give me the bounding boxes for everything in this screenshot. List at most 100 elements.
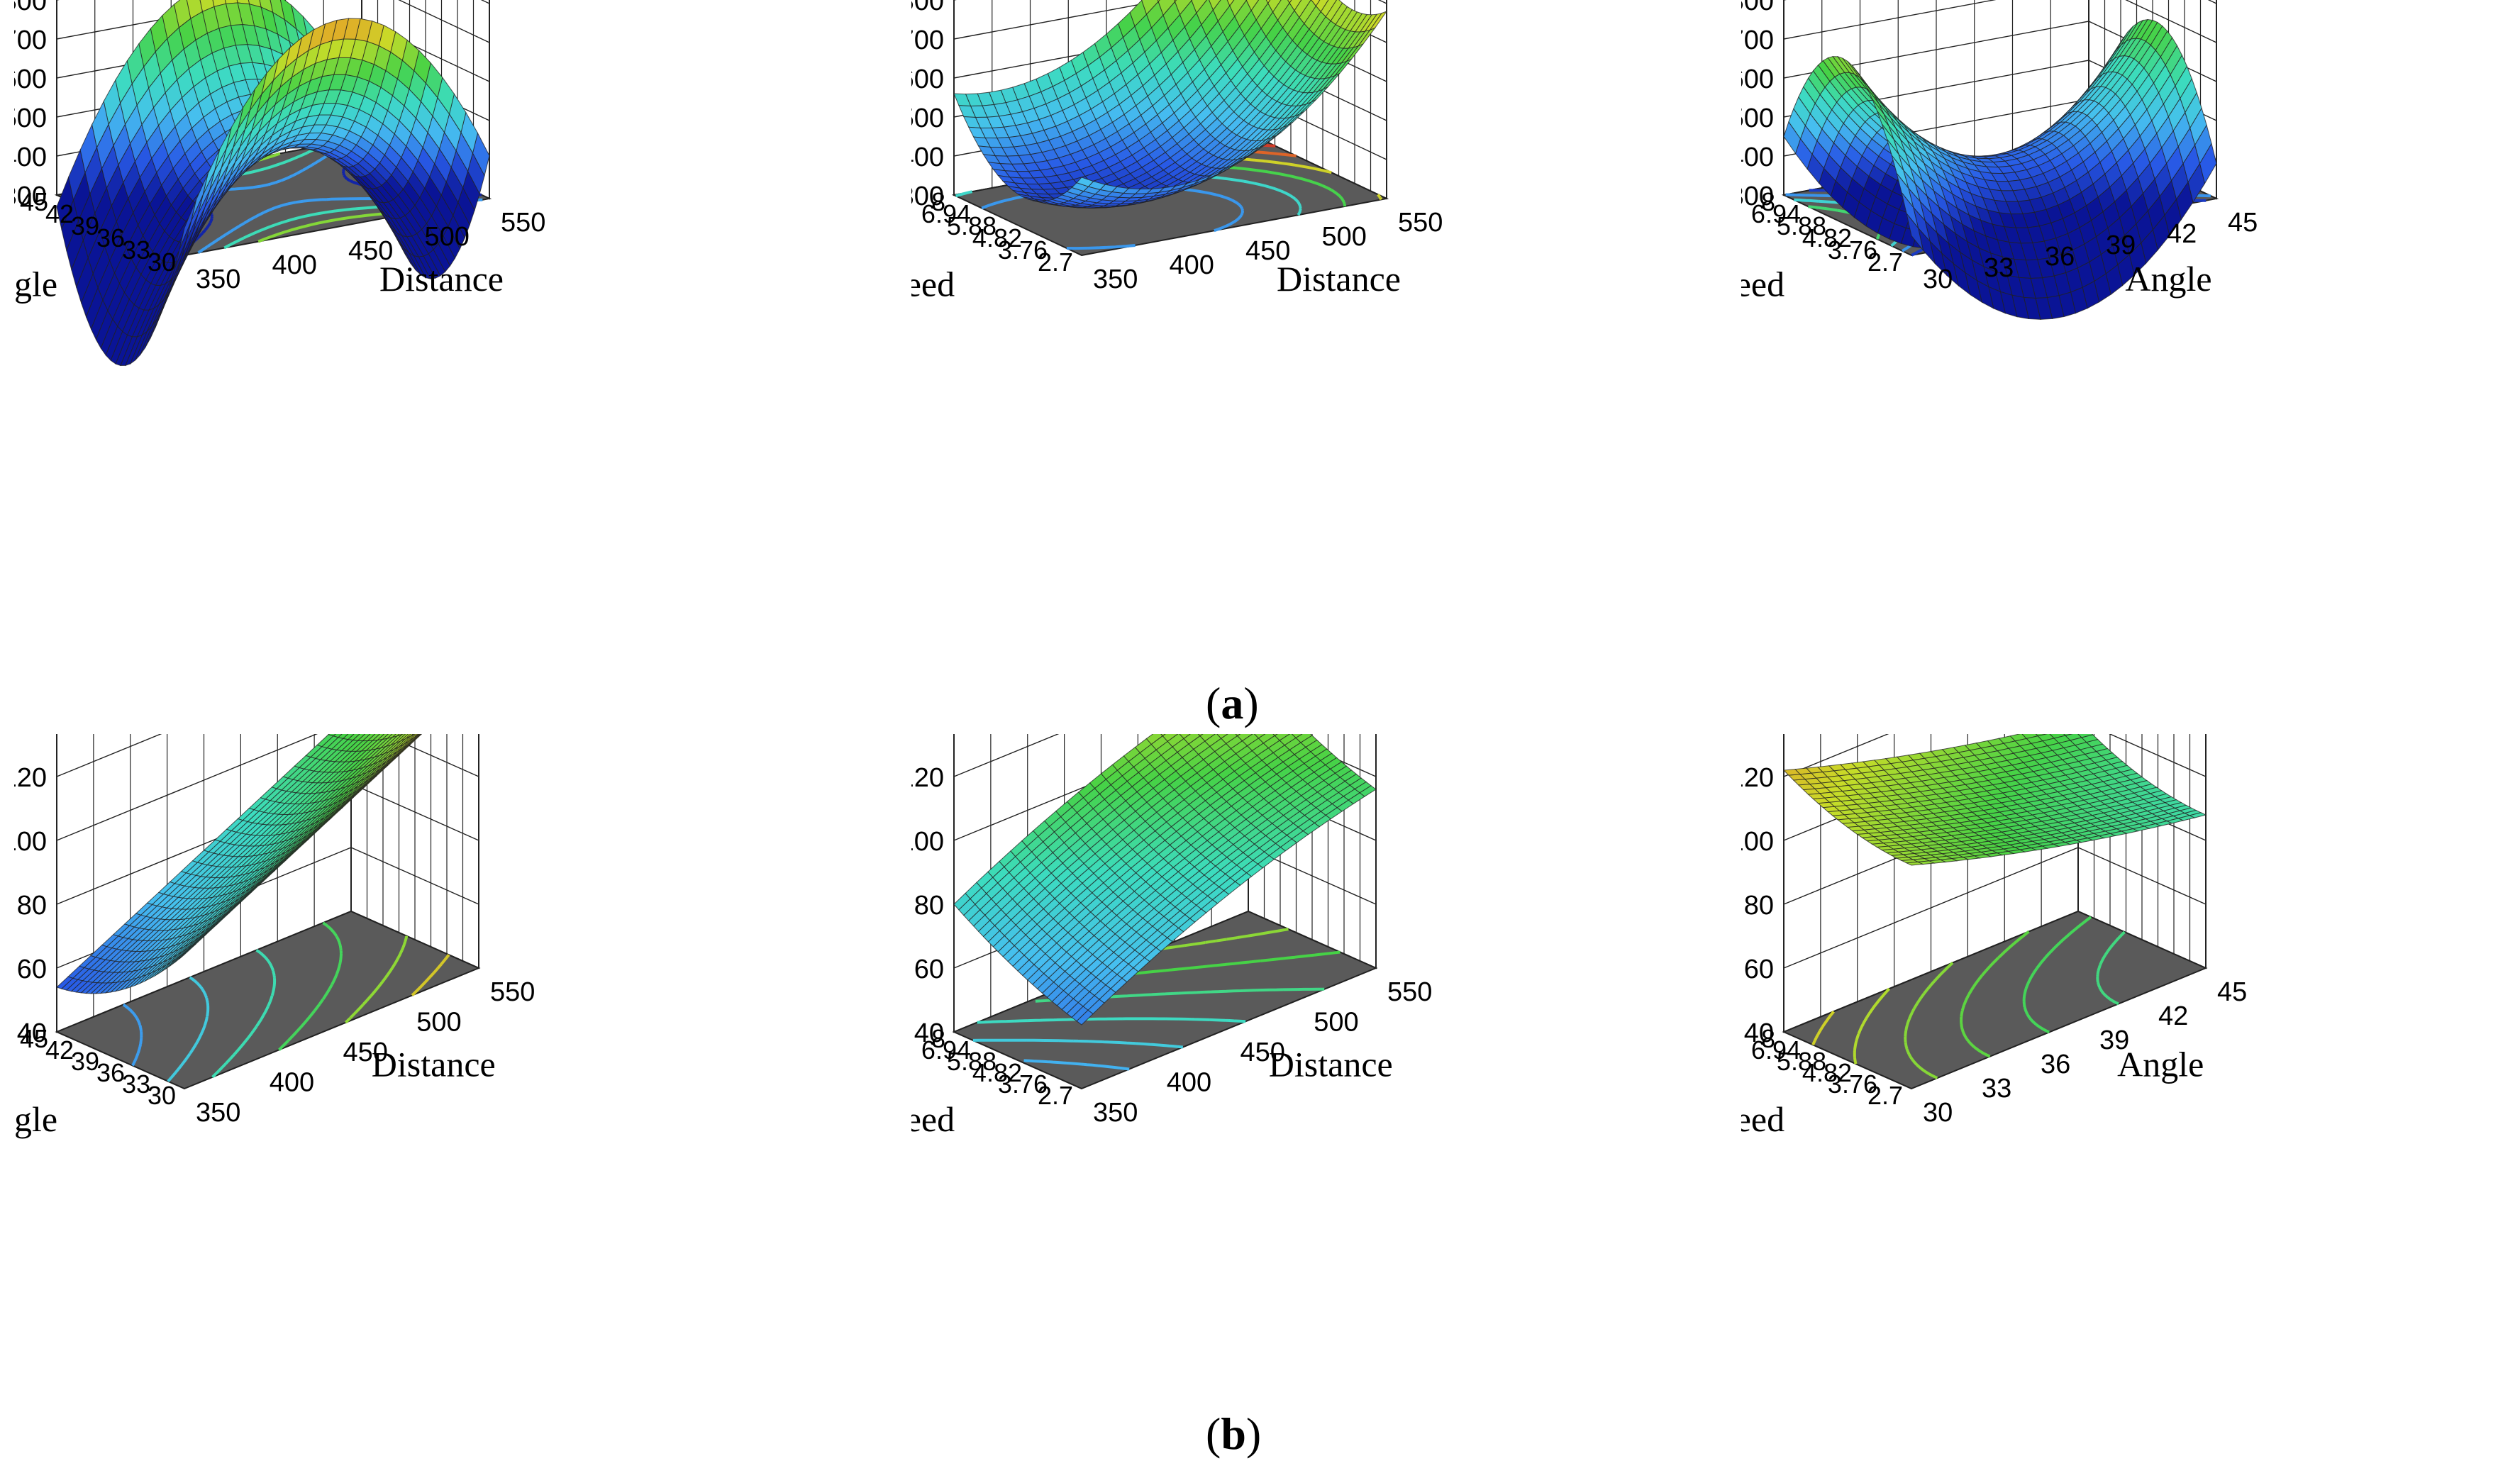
y-tick-label: 36 <box>96 1058 125 1087</box>
y-tick-label: 2.7 <box>1038 1081 1073 1110</box>
z-tick-label: 600 <box>1741 65 1774 94</box>
y-axis-title: Speed <box>911 1099 955 1139</box>
x-tick-label: 500 <box>416 1008 461 1038</box>
x-tick-label: 500 <box>425 222 470 252</box>
x-tick-label: 36 <box>2045 242 2075 272</box>
z-tick-label: 120 <box>1741 763 1774 793</box>
x-tick-label: 33 <box>1982 1074 2011 1104</box>
contour-line <box>2096 930 2126 1006</box>
surface-plot-b1: 4060801001201403504004505005503033363942… <box>14 734 535 1139</box>
y-tick-label: 8 <box>931 1024 945 1053</box>
z-tick-label: 80 <box>17 891 47 921</box>
surface-mesh <box>1783 18 2217 320</box>
plot-group: 3004005006007008009003504004505005502.73… <box>911 0 1443 304</box>
x-tick-label: 36 <box>2041 1050 2070 1079</box>
y-tick-label: 6.94 <box>921 1035 971 1065</box>
y-axis-title: Speed <box>1741 265 1784 304</box>
y-tick-label: 5.88 <box>947 211 997 240</box>
x-tick-label: 550 <box>501 208 545 238</box>
contour-line <box>167 976 210 1083</box>
x-tick-label: 500 <box>1314 1008 1358 1038</box>
contour-line <box>1904 962 1954 1079</box>
x-tick-label: 30 <box>1923 1098 1953 1128</box>
z-tick-label: 300 <box>14 182 47 211</box>
x-tick-label: 400 <box>270 1068 314 1098</box>
z-tick-label: 80 <box>1744 891 1774 921</box>
x-axis-title: Distance <box>1269 1045 1393 1084</box>
y-tick-label: 3.76 <box>1828 1069 1877 1099</box>
panel-label-a-open: ( <box>1206 678 1221 728</box>
panel-label-a-letter: a <box>1221 678 1244 728</box>
contour-line <box>1853 987 1891 1065</box>
x-tick-label: 450 <box>1245 236 1290 266</box>
z-tick-label: 120 <box>14 763 47 793</box>
z-gridline <box>1783 734 1889 777</box>
panel-label-b-close: ) <box>1245 1408 1262 1459</box>
y-axis-title: Speed <box>911 265 955 304</box>
plot-group: 3004005006007008009003504004505005503033… <box>14 0 545 367</box>
y-tick-label: 45 <box>20 1024 48 1053</box>
y-axis-title: Angle <box>14 1099 57 1139</box>
x-tick-label: 42 <box>2167 219 2197 249</box>
surface-plot-b3: 4060801001201403033363942452.73.764.825.… <box>1741 734 2247 1139</box>
contour-line <box>972 1038 1184 1049</box>
y-tick-label: 4.82 <box>1802 1058 1852 1087</box>
y-tick-label: 33 <box>122 235 150 265</box>
x-tick-label: 350 <box>1093 1098 1138 1128</box>
z-tick-label: 60 <box>914 955 944 984</box>
y-tick-label: 45 <box>20 187 48 216</box>
y-tick-label: 42 <box>45 199 74 228</box>
x-tick-label: 350 <box>196 1098 240 1128</box>
panel-label-b-letter: b <box>1221 1408 1246 1459</box>
z-tick-label: 400 <box>1741 143 1774 172</box>
y-tick-label: 3.76 <box>1828 235 1877 265</box>
y-tick-label: 30 <box>148 248 176 277</box>
y-tick-label: 8 <box>931 187 945 216</box>
floor <box>952 910 1378 1090</box>
y-tick-label: 4.82 <box>1802 223 1852 252</box>
surface-cell <box>1287 0 1292 4</box>
y-tick-label: 2.7 <box>1867 248 1903 277</box>
surface-cell <box>1076 1009 1094 1026</box>
surface-cell <box>1905 861 1924 866</box>
y-tick-label: 8 <box>1761 187 1775 216</box>
x-axis-title: Distance <box>379 259 504 299</box>
surface-mesh <box>953 734 1377 1026</box>
y-tick-label: 5.88 <box>1777 211 1826 240</box>
y-tick-label: 4.82 <box>972 223 1022 252</box>
y-axis-title: Speed <box>1741 1099 1784 1139</box>
x-tick-label: 350 <box>1093 265 1138 294</box>
panel-label-b: (b) <box>1206 1408 1261 1460</box>
x-tick-label: 400 <box>272 250 317 280</box>
z-tick-label: 800 <box>911 0 944 16</box>
y-tick-label: 39 <box>71 211 99 240</box>
surface-mesh <box>56 0 490 367</box>
z-tick-label: 40 <box>914 1018 944 1048</box>
surface-mesh <box>56 734 423 994</box>
surface-cell <box>1906 213 1924 251</box>
x-tick-label: 500 <box>1322 222 1367 252</box>
surface-plot-b2: 4060801001201403504004505005502.73.764.8… <box>911 734 1432 1139</box>
plot-group: 4060801001201403033363942452.73.764.825.… <box>1741 734 2247 1139</box>
x-tick-label: 450 <box>348 236 393 266</box>
plot-group: 3004005006007008009003033363942452.73.76… <box>1741 0 2258 320</box>
x-tick-label: 45 <box>2228 208 2258 238</box>
z-tick-label: 700 <box>911 26 944 55</box>
surface-mesh <box>1782 734 2207 866</box>
contour-line <box>1023 1059 1130 1071</box>
contour-line <box>122 1003 143 1067</box>
y-tick-label: 42 <box>45 1035 74 1065</box>
y-tick-label: 6.94 <box>921 199 971 228</box>
y-tick-label: 8 <box>1761 1024 1775 1053</box>
x-tick-label: 42 <box>2158 1001 2188 1031</box>
x-tick-label: 550 <box>490 977 535 1007</box>
surface-plot-a1: 3004005006007008009003504004505005503033… <box>14 0 545 367</box>
z-tick-label: 700 <box>1741 26 1774 55</box>
x-tick-label: 550 <box>1398 208 1443 238</box>
y-tick-label: 30 <box>148 1081 176 1110</box>
surface-cell <box>179 199 196 250</box>
z-gridline <box>953 734 1060 777</box>
z-tick-label: 100 <box>911 827 944 857</box>
x-tick-label: 550 <box>1387 977 1432 1007</box>
